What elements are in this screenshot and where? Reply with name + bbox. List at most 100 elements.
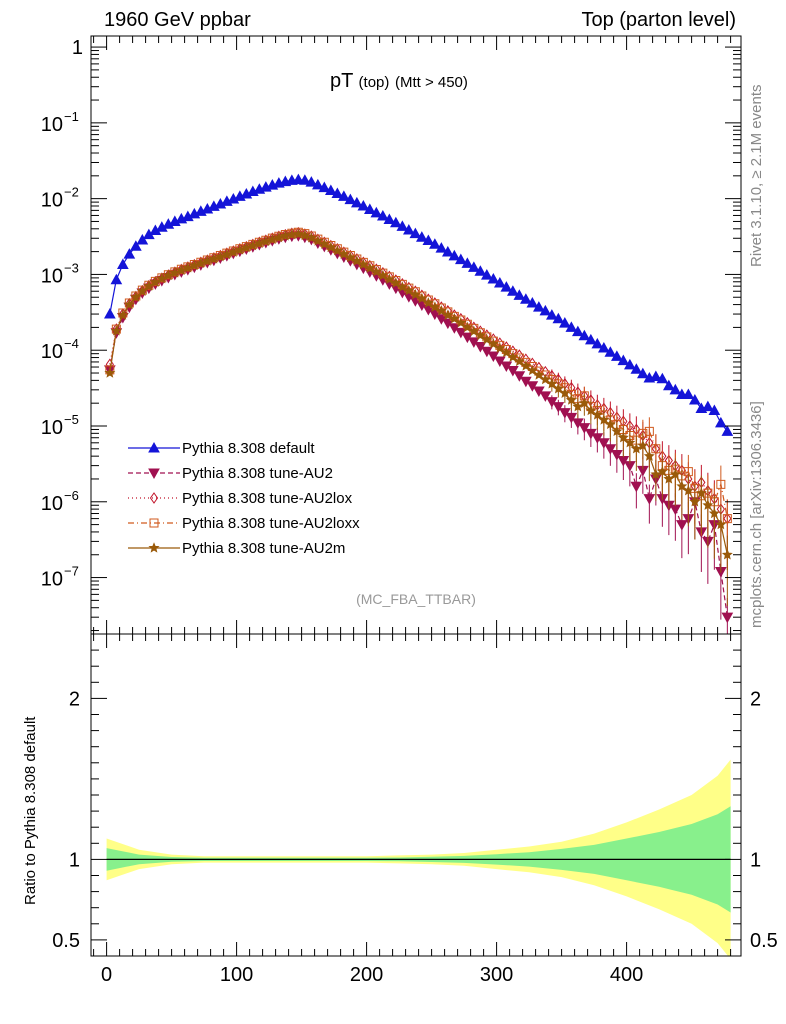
data-point [716,479,726,489]
data-point [695,487,707,498]
data-point [630,363,643,374]
data-point [689,495,701,507]
series-layer [104,173,734,634]
data-point [513,371,526,382]
data-point [487,351,500,362]
data-point [442,309,454,320]
data-point [170,267,180,277]
data-point [572,400,584,412]
data-point [351,196,363,208]
legend-label: Pythia 8.308 tune-AU2 [182,464,333,482]
data-point [572,325,584,337]
data-point [617,354,630,366]
data-point [214,250,226,262]
data-point [598,438,610,449]
data-point [539,304,552,316]
data-point [507,285,519,296]
data-point [377,269,389,281]
data-point [630,442,642,454]
data-point [526,381,539,392]
data-point [104,367,116,378]
ratio-tick-label-left: 1 [69,849,80,871]
data-point [169,266,181,278]
data-point [709,497,719,507]
data-point [682,388,695,400]
data-point [676,480,688,491]
data-point [110,325,122,336]
y-tick-exponent: −2 [64,185,79,200]
ratio-tick-label-right: 0.5 [750,930,778,952]
data-point [656,465,668,477]
analysis-id: (MC_FBA_TTBAR) [356,591,476,607]
data-point [461,257,474,268]
data-point [364,262,376,273]
legend-marker [148,441,160,453]
data-point [539,391,552,402]
x-tick-label: 200 [350,964,383,986]
data-point [110,273,123,285]
data-point [448,249,461,261]
y-tick-exponent: −1 [64,109,79,124]
data-point [721,612,734,624]
data-point [234,244,246,255]
data-point [721,425,734,436]
data-point [131,291,141,301]
x-tick-label: 400 [610,964,643,986]
data-point [253,237,265,249]
data-point [630,481,643,493]
data-point [487,272,500,284]
data-point [494,276,506,288]
data-point [591,409,603,420]
data-point [422,297,434,308]
data-point [201,255,213,266]
data-point [162,269,174,281]
data-point [416,231,428,242]
data-point [403,224,415,235]
data-point [468,325,480,336]
data-point [650,468,662,480]
data-point [546,309,558,320]
data-point [357,199,370,211]
ratio-tick-label-left: 0.5 [52,930,80,952]
data-point [715,416,727,428]
data-point [663,473,675,484]
data-point [533,301,545,312]
data-point [455,253,467,265]
data-point [344,193,357,205]
data-point [586,402,596,412]
legend-marker [148,542,160,553]
data-point [611,450,623,461]
data-point [117,309,129,320]
legend-markers [128,441,180,553]
data-point [383,213,396,225]
data-point [312,178,324,190]
y-tick-exponent: −3 [64,260,79,275]
data-point [396,220,409,231]
data-point [507,351,519,362]
data-point [578,423,591,434]
data-point [591,433,604,444]
data-point [656,372,669,384]
data-point [598,414,610,425]
legend-marker [149,518,159,528]
data-point [137,285,147,295]
ratio-tick-label-left: 2 [69,688,80,710]
data-point [124,298,134,308]
data-point [176,264,186,274]
data-point [390,277,402,288]
data-point [351,255,363,266]
data-point [429,301,441,312]
data-point [136,233,149,245]
data-point [305,176,318,187]
data-point [552,402,565,413]
data-point [552,312,565,324]
legend-label: Pythia 8.308 tune-AU2m [182,539,346,557]
data-point [416,292,428,304]
data-point [157,273,167,283]
data-point [546,377,558,389]
data-point [604,444,617,455]
data-point [676,520,688,531]
data-point [254,237,264,247]
y-tick-label: 10 [41,341,63,363]
data-point [409,288,421,300]
